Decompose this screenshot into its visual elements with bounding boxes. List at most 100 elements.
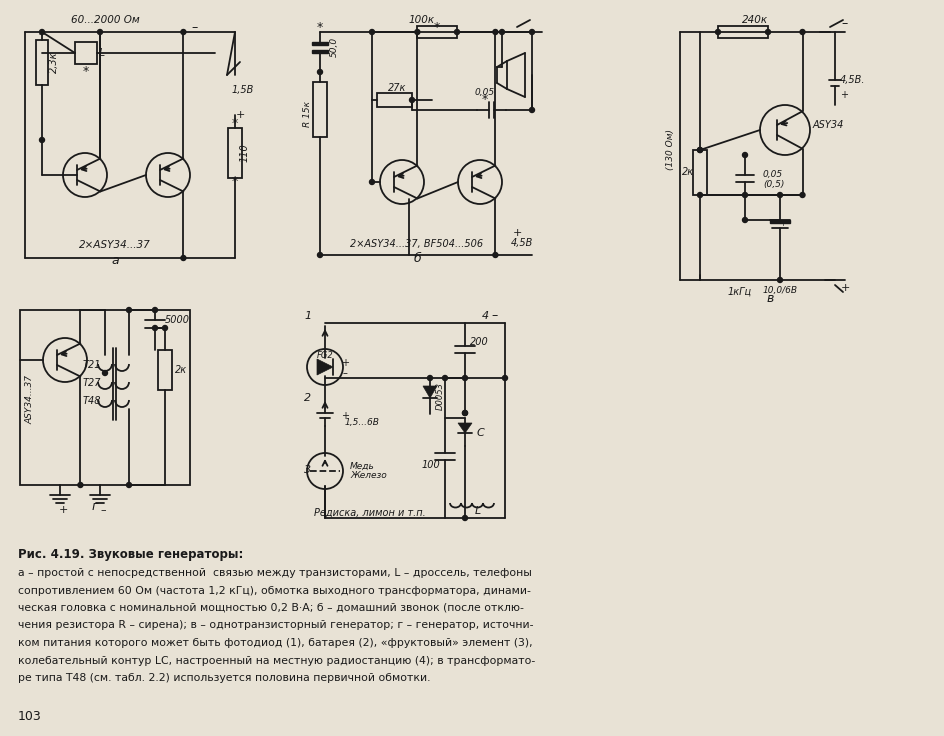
Circle shape	[97, 29, 103, 35]
Text: 200: 200	[470, 337, 489, 347]
Text: 1,5...6В: 1,5...6В	[345, 419, 379, 428]
Text: 240к: 240к	[742, 15, 768, 25]
Text: Редиска, лимон и т.п.: Редиска, лимон и т.п.	[314, 508, 426, 518]
Circle shape	[317, 252, 323, 258]
Bar	[693, 150, 707, 195]
Text: 2,3к: 2,3к	[49, 52, 59, 73]
Text: L: L	[475, 506, 481, 516]
Bar	[228, 128, 242, 178]
Text: чения резистора R – сирена); в – однотранзисторный генератор; г – генератор, ист: чения резистора R – сирена); в – однотра…	[18, 620, 533, 631]
Text: г: г	[92, 500, 98, 514]
Circle shape	[502, 375, 508, 381]
Text: FG2: FG2	[316, 352, 333, 361]
Text: ческая головка с номинальной мощностью 0,2 В·А; б – домашний звонок (после отклю: ческая головка с номинальной мощностью 0…	[18, 603, 524, 613]
Text: T27: T27	[83, 378, 101, 388]
Text: R 15к: R 15к	[304, 101, 312, 127]
Circle shape	[40, 29, 44, 35]
Circle shape	[463, 515, 467, 520]
Text: 0,05: 0,05	[763, 171, 784, 180]
Text: а – простой с непосредственной  связью между транзисторами, L – дроссель, телефо: а – простой с непосредственной связью ме…	[18, 568, 531, 578]
Bar	[20, 310, 190, 485]
Text: T48: T48	[83, 396, 101, 406]
Text: *: *	[232, 118, 238, 130]
Text: б: б	[413, 252, 421, 266]
Text: в: в	[767, 291, 774, 305]
Text: 2: 2	[304, 393, 312, 403]
Polygon shape	[458, 423, 472, 433]
Text: сопротивлением 60 Ом (частота 1,2 кГц), обмотка выходного трансформатора, динами: сопротивлением 60 Ом (частота 1,2 кГц), …	[18, 586, 531, 595]
Circle shape	[698, 147, 702, 152]
Text: L: L	[99, 48, 105, 58]
Circle shape	[463, 375, 467, 381]
Text: колебательный контур LC, настроенный на местную радиостанцию (4); в трансформато: колебательный контур LC, настроенный на …	[18, 656, 535, 665]
Bar	[158, 350, 172, 390]
Text: +: +	[780, 219, 786, 228]
Bar	[770, 220, 790, 223]
Text: 2×ASY34...37, BF504...506: 2×ASY34...37, BF504...506	[350, 239, 483, 249]
Text: 60...2000 Ом: 60...2000 Ом	[71, 15, 140, 25]
Text: 100: 100	[421, 460, 440, 470]
Text: C: C	[477, 428, 485, 438]
Text: 100к: 100к	[409, 15, 435, 25]
Polygon shape	[423, 386, 437, 398]
Circle shape	[800, 29, 805, 35]
Text: ком питания которого может быть фотодиод (1), батарея (2), «фруктовый» элемент (: ком питания которого может быть фотодиод…	[18, 638, 532, 648]
Text: 10,0/6В: 10,0/6В	[763, 286, 798, 294]
Circle shape	[743, 152, 748, 158]
Text: 0,05: 0,05	[475, 88, 495, 96]
Circle shape	[153, 308, 158, 313]
Circle shape	[800, 193, 805, 197]
Bar	[36, 40, 48, 85]
Text: 5000: 5000	[165, 315, 190, 325]
Circle shape	[463, 411, 467, 416]
Text: 50,0: 50,0	[329, 37, 339, 57]
Polygon shape	[317, 359, 333, 375]
Circle shape	[40, 138, 44, 143]
Circle shape	[78, 483, 83, 487]
Text: а: а	[111, 253, 119, 266]
Circle shape	[716, 29, 720, 35]
Circle shape	[493, 29, 497, 35]
Text: (0,5): (0,5)	[763, 180, 784, 189]
Circle shape	[530, 29, 534, 35]
Text: –: –	[343, 368, 347, 378]
Text: *: *	[39, 29, 45, 43]
Text: 1: 1	[304, 311, 312, 321]
Text: Медь: Медь	[350, 461, 375, 470]
Circle shape	[181, 255, 186, 261]
Text: 1,5В: 1,5В	[232, 85, 254, 95]
Text: Рис. 4.19. Звуковые генераторы:: Рис. 4.19. Звуковые генераторы:	[18, 548, 244, 561]
Bar	[718, 26, 768, 38]
Text: (130 Ом): (130 Ом)	[666, 130, 675, 171]
Circle shape	[443, 375, 447, 381]
Circle shape	[369, 180, 375, 185]
Text: 1кГц: 1кГц	[728, 287, 752, 297]
Bar	[312, 50, 328, 53]
Text: 4,5В: 4,5В	[511, 238, 533, 248]
Circle shape	[778, 277, 783, 283]
Bar	[417, 26, 457, 38]
Text: –: –	[100, 505, 106, 515]
Circle shape	[530, 107, 534, 113]
Text: ре типа Т48 (см. табл. 2.2) используется половина первичной обмотки.: ре типа Т48 (см. табл. 2.2) используется…	[18, 673, 430, 683]
Text: 110: 110	[240, 144, 250, 163]
Circle shape	[454, 29, 460, 35]
Text: +: +	[341, 411, 349, 421]
Text: –: –	[842, 18, 848, 30]
Text: T21: T21	[83, 360, 101, 370]
Text: +: +	[513, 228, 522, 238]
Circle shape	[428, 375, 432, 381]
Circle shape	[415, 29, 420, 35]
Circle shape	[499, 29, 504, 35]
Text: +: +	[235, 110, 244, 120]
Text: –: –	[492, 310, 498, 322]
Text: 4,5В.: 4,5В.	[840, 75, 866, 85]
Circle shape	[103, 370, 108, 375]
Text: –: –	[192, 21, 198, 35]
Text: +: +	[840, 90, 848, 100]
Text: +: +	[59, 505, 68, 515]
Circle shape	[317, 69, 323, 74]
Text: *: *	[232, 175, 238, 188]
Bar	[75, 42, 97, 64]
Text: *: *	[83, 66, 89, 79]
